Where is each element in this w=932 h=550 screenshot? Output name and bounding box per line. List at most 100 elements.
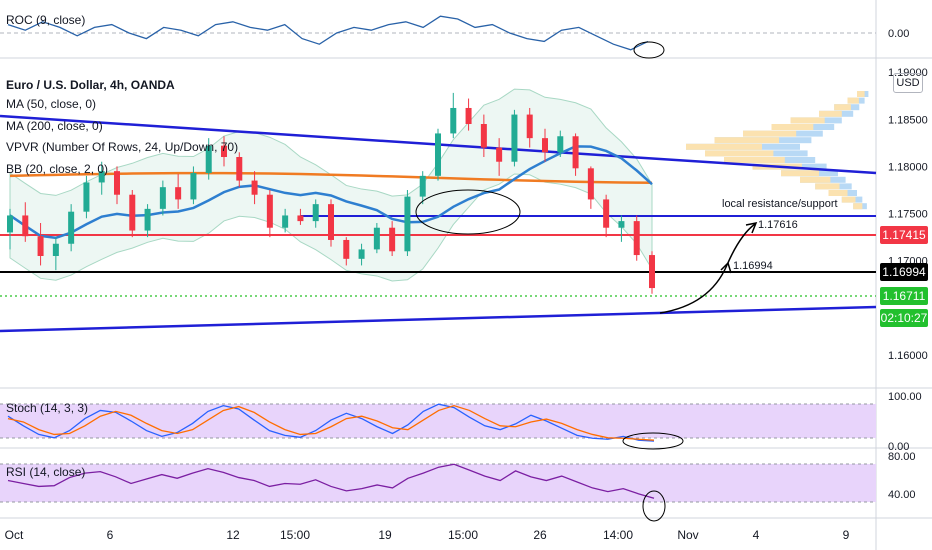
bb-legend[interactable]: BB (20, close, 2, 0) xyxy=(6,162,109,176)
rsi-line xyxy=(7,463,655,499)
candle-body xyxy=(83,182,90,212)
resistance-annotation: local resistance/support xyxy=(722,198,838,210)
red-level-badge: 1.17415 xyxy=(880,226,928,244)
candle-body xyxy=(221,145,227,157)
candle-body xyxy=(572,136,579,169)
candle-body xyxy=(649,255,655,289)
candle-body xyxy=(633,221,640,256)
level-label-2: 1.16994 xyxy=(733,260,773,272)
stoch-d-line xyxy=(7,404,655,441)
rsi-pane xyxy=(0,463,876,522)
price-tick: 1.16000 xyxy=(888,350,928,362)
candle-body xyxy=(159,187,166,209)
candle-body xyxy=(205,145,212,174)
ellipse-annotation xyxy=(415,189,521,235)
time-tick: 9 xyxy=(843,528,850,542)
candle-body xyxy=(618,221,625,228)
candle-body xyxy=(343,239,350,259)
black-level-badge: 1.16994 xyxy=(880,263,928,281)
candle-body xyxy=(251,180,258,195)
vpvr-bar-down xyxy=(841,196,856,203)
time-tick: 15:00 xyxy=(448,528,478,542)
candle-body xyxy=(557,136,564,153)
vpvr-bar-down xyxy=(743,130,797,137)
ma200-legend[interactable]: MA (200, close, 0) xyxy=(6,119,103,133)
ma50-legend[interactable]: MA (50, close, 0) xyxy=(6,97,97,111)
candle-body xyxy=(542,138,548,153)
candle-body xyxy=(236,157,243,181)
vpvr-bar-down xyxy=(819,110,842,117)
time-tick: 12 xyxy=(226,528,240,542)
candle-body xyxy=(404,196,411,252)
symbol-title[interactable]: Euro / U.S. Dollar, 4h, OANDA xyxy=(6,78,175,92)
vpvr-bar-down xyxy=(781,170,819,177)
candle-body xyxy=(450,107,457,134)
vpvr-bar-down xyxy=(724,157,785,163)
time-tick: 26 xyxy=(533,528,547,542)
vpvr-bar-down xyxy=(800,176,831,183)
stoch-circle-marker xyxy=(622,432,684,450)
time-tick: 4 xyxy=(753,528,760,542)
vpvr-bar-down xyxy=(857,91,865,97)
roc-pane xyxy=(0,15,876,59)
vpvr-bar-down xyxy=(790,117,825,124)
level-label-1: 1.17616 xyxy=(758,219,798,231)
rsi-circle-marker xyxy=(642,490,666,522)
candle-body xyxy=(496,147,503,162)
candle-body xyxy=(266,194,273,228)
candle-body xyxy=(419,175,426,197)
candle-body xyxy=(22,215,29,237)
candle-body xyxy=(297,215,304,222)
price-tick: 0.00 xyxy=(888,441,909,453)
roc-legend[interactable]: ROC (9, close) xyxy=(6,13,86,27)
roc-circle-marker xyxy=(633,41,665,59)
price-tick: 40.00 xyxy=(888,489,916,501)
candle-body xyxy=(587,168,594,200)
vpvr-bar-down xyxy=(714,137,780,144)
time-tick: Oct xyxy=(5,528,24,542)
vpvr-bar-down xyxy=(828,190,848,196)
vpvr-bar-down xyxy=(847,97,859,104)
stoch-pane xyxy=(0,403,876,450)
candle-body xyxy=(526,114,533,139)
candle-body xyxy=(312,204,319,222)
last-price-badge: 1.16711 xyxy=(880,287,928,305)
time-tick: 14:00 xyxy=(603,528,633,542)
projection-arrow-1 xyxy=(659,264,728,314)
vpvr-bar-down xyxy=(771,124,814,130)
candle-body xyxy=(175,187,182,200)
candle-body xyxy=(129,194,136,231)
currency-button[interactable]: USD xyxy=(893,73,923,93)
vpvr-bar-down xyxy=(686,143,762,150)
candle-body xyxy=(68,211,75,244)
arrow-head-2 xyxy=(745,221,758,234)
price-axis: 0.001.160001.170001.175001.180001.185001… xyxy=(888,28,928,501)
candle-body xyxy=(37,236,44,256)
time-tick: 15:00 xyxy=(280,528,310,542)
candle-body xyxy=(511,114,518,162)
vpvr-legend[interactable]: VPVR (Number Of Rows, 24, Up/Down, 70) xyxy=(6,140,239,154)
vpvr-bar-down xyxy=(705,150,774,157)
vpvr-bar-down xyxy=(815,183,840,190)
candle-body xyxy=(373,227,380,250)
candle-body xyxy=(114,171,120,195)
countdown-timer: 02:10:27 xyxy=(880,309,928,327)
candle-body xyxy=(98,171,105,183)
candle-body xyxy=(52,243,59,256)
candle-body xyxy=(603,199,610,228)
time-tick: Nov xyxy=(677,528,698,542)
roc-line xyxy=(7,15,649,51)
candle-body xyxy=(7,215,13,233)
vpvr-bar-down xyxy=(834,104,851,111)
candle-body xyxy=(480,124,487,148)
price-pane xyxy=(0,88,877,333)
candle-body xyxy=(389,227,396,252)
time-tick: 6 xyxy=(107,528,114,542)
stoch-k-line xyxy=(7,403,655,442)
price-tick: 0.00 xyxy=(888,28,909,40)
stoch-legend[interactable]: Stoch (14, 3, 3) xyxy=(6,401,89,415)
candle-body xyxy=(435,133,441,176)
candle-body xyxy=(328,204,334,240)
rsi-legend[interactable]: RSI (14, close) xyxy=(6,465,86,479)
